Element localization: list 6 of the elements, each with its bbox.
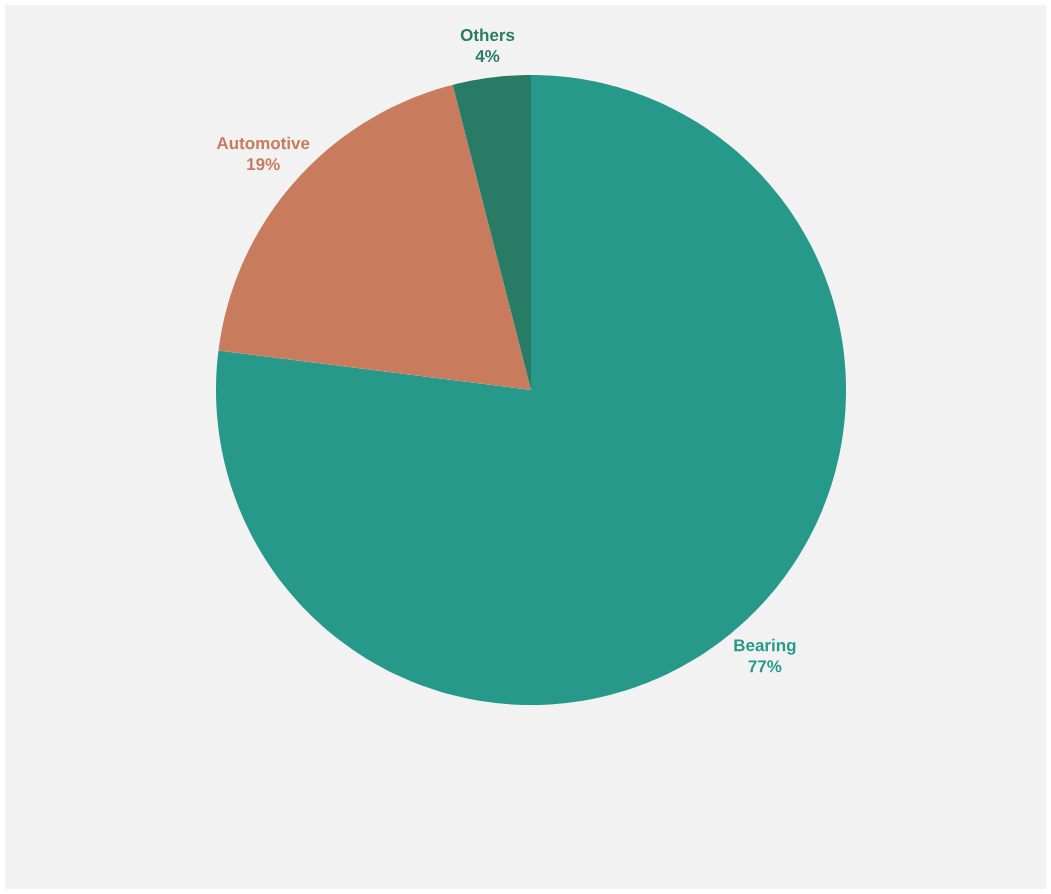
slice-label: Bearing (734, 638, 796, 655)
data-label: 77% (748, 660, 782, 673)
slice-label: Others (460, 28, 515, 42)
data-label: 4% (475, 50, 500, 63)
slice-label: Automotive (216, 136, 310, 150)
data-label: 19% (247, 158, 280, 171)
